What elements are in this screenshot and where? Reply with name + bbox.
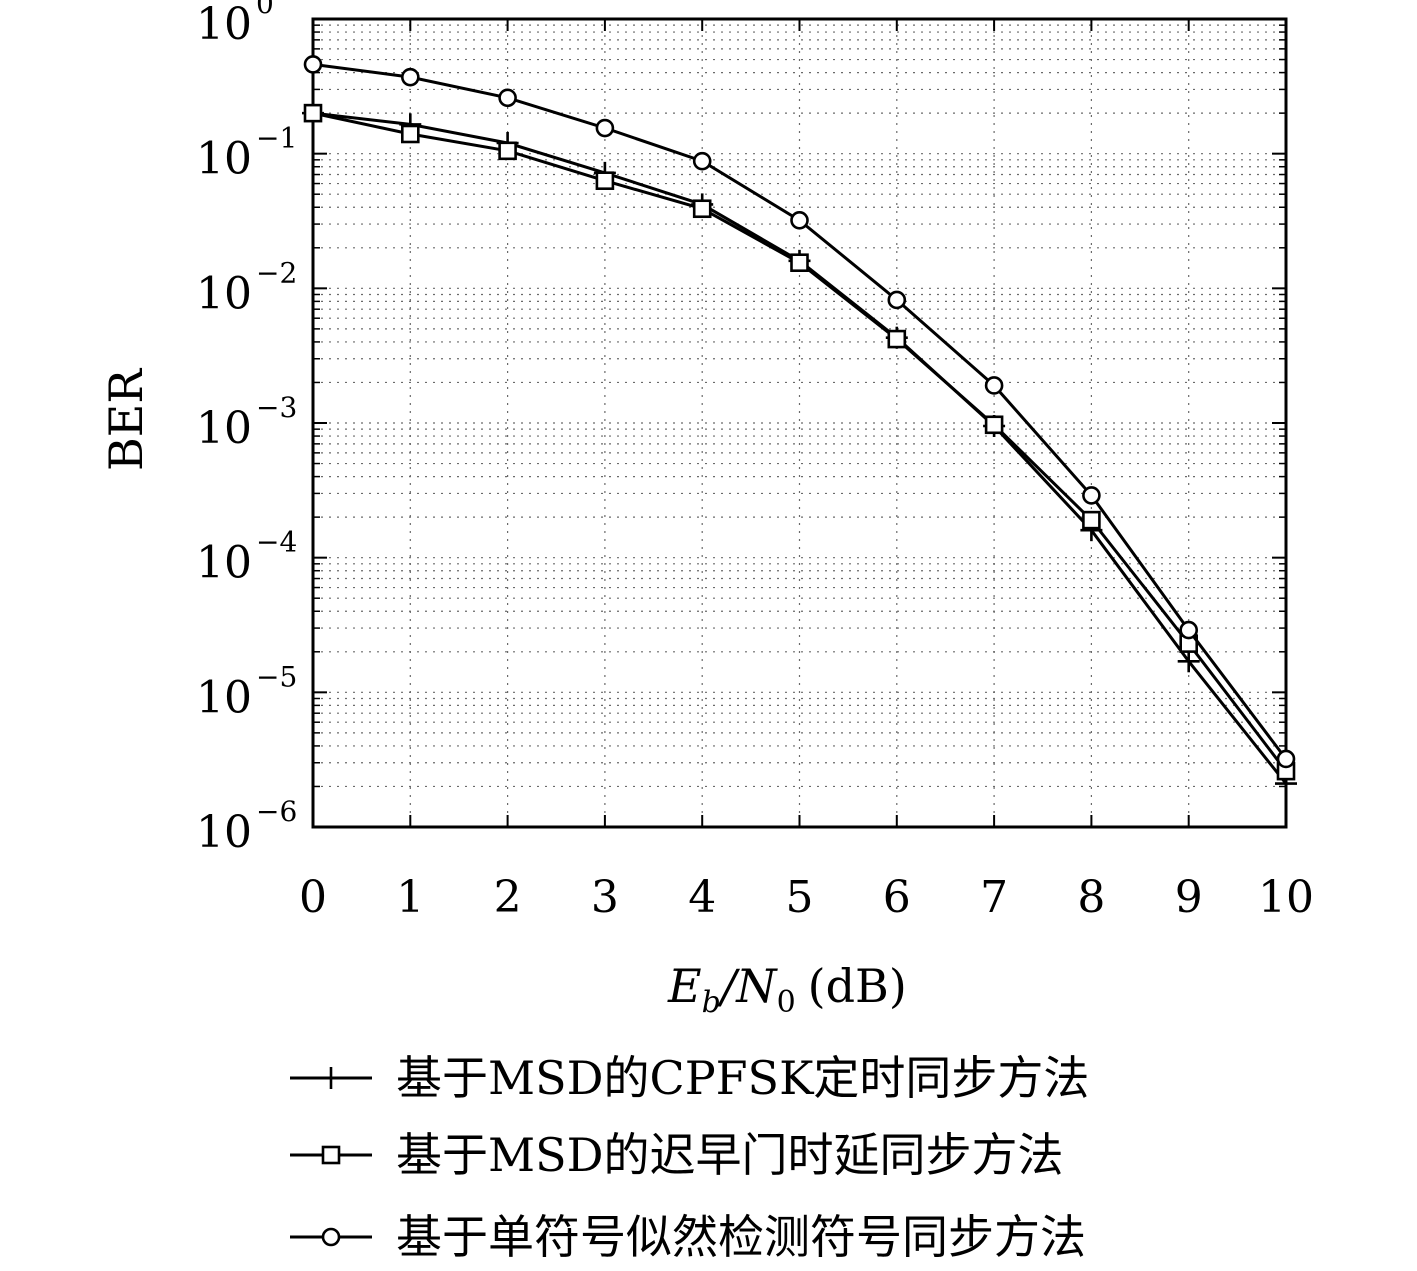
data-point-circle-0	[303, 55, 323, 74]
series-circle	[303, 55, 1296, 769]
y-tick-label-base-0: 10	[196, 0, 252, 50]
data-point-square-6	[887, 329, 907, 349]
legend-item-circle: 基于单符号似然检测符号同步方法	[290, 1210, 1086, 1264]
data-point-circle-3	[595, 118, 615, 138]
data-point-square-8	[1082, 510, 1101, 530]
x-tick-label-4: 4	[688, 872, 716, 923]
data-point-circle-6	[887, 290, 907, 310]
data-point-square-4	[692, 199, 712, 219]
x-tick-label-9: 9	[1175, 872, 1203, 923]
data-point-circle-1	[400, 67, 420, 87]
data-point-plus-9	[1177, 650, 1200, 673]
y-tick-label-base-2: 10	[196, 268, 252, 319]
x-tick-label-6: 6	[883, 872, 911, 923]
y-tick-label-base-1: 10	[196, 134, 252, 185]
legend-swatch-marker-circle	[321, 1227, 341, 1247]
x-tick-label-1: 1	[396, 872, 424, 923]
y-axis-title: BER	[99, 368, 153, 471]
legend-swatch-marker-plus	[320, 1067, 342, 1089]
y-tick-label-exp-3: −3	[256, 391, 297, 424]
legend-label-plus: 基于MSD的CPFSK定时同步方法	[396, 1051, 1089, 1105]
legend-label-circle: 基于单符号似然检测符号同步方法	[396, 1210, 1086, 1264]
x-tick-label-0: 0	[299, 872, 327, 923]
data-point-square-0	[303, 103, 323, 123]
data-point-square-3	[595, 171, 615, 190]
y-tick-label-base-5: 10	[196, 672, 252, 723]
y-tick-label-0: 10 0	[196, 0, 274, 50]
legend-swatch-marker-square	[321, 1145, 341, 1165]
data-point-circle-2	[498, 88, 517, 108]
grid-layer	[313, 19, 1286, 827]
y-tick-label-exp-4: −4	[256, 526, 297, 559]
data-point-circle-5	[790, 211, 809, 230]
y-tick-label-exp-1: −1	[256, 122, 297, 155]
x-axis-title-unit: (dB)	[808, 959, 907, 1013]
legend-item-plus: 基于MSD的CPFSK定时同步方法	[290, 1051, 1089, 1105]
y-tick-label-base-6: 10	[196, 807, 252, 858]
data-point-circle-4	[692, 151, 712, 171]
legend: 基于MSD的CPFSK定时同步方法基于MSD的迟早门时延同步方法基于单符号似然检…	[290, 1051, 1089, 1264]
y-tick-label-2: 10 −2	[196, 256, 297, 319]
data-point-circle-9	[1179, 620, 1198, 640]
series-square	[303, 103, 1296, 781]
x-axis-title: Eb/N0 (dB)	[667, 959, 907, 1020]
y-tick-label-1: 10 −1	[196, 122, 297, 185]
x-tick-label-7: 7	[980, 872, 1008, 923]
x-tick-label-8: 8	[1077, 872, 1105, 923]
series-plus	[302, 102, 1297, 795]
x-tick-label-10: 10	[1258, 872, 1314, 923]
data-point-square-2	[498, 141, 517, 161]
data-point-square-5	[790, 253, 809, 273]
x-axis-title-sub-b: b	[702, 985, 721, 1020]
y-tick-label-4: 10 −4	[196, 526, 297, 589]
y-tick-label-base-3: 10	[196, 403, 252, 454]
x-tick-label-3: 3	[591, 872, 619, 923]
x-axis-title-slash-n: /N	[717, 959, 778, 1013]
y-tick-label-exp-6: −6	[256, 795, 297, 828]
data-point-square-7	[984, 415, 1004, 435]
y-tick-label-6: 10 −6	[196, 795, 297, 858]
y-tick-label-exp-5: −5	[256, 660, 297, 693]
y-tick-label-3: 10 −3	[196, 391, 297, 454]
y-tick-label-5: 10 −5	[196, 660, 297, 723]
y-tick-label-exp-2: −2	[256, 256, 297, 289]
y-tick-label-exp-0: 0	[256, 0, 274, 20]
data-point-circle-8	[1082, 486, 1101, 505]
x-axis-title-sub-0: 0	[777, 985, 796, 1020]
svg-text:Eb/N0(dB): Eb/N0 (dB)	[667, 959, 907, 1020]
legend-label-square: 基于MSD的迟早门时延同步方法	[396, 1128, 1064, 1182]
legend-item-square: 基于MSD的迟早门时延同步方法	[290, 1128, 1064, 1182]
y-tick-label-base-4: 10	[196, 538, 252, 589]
x-tick-label-2: 2	[494, 872, 522, 923]
x-axis-title-e: E	[667, 959, 702, 1013]
data-point-circle-7	[984, 376, 1004, 395]
series-layer	[302, 55, 1297, 795]
x-tick-label-5: 5	[786, 872, 814, 923]
data-point-circle-10	[1276, 749, 1296, 769]
data-point-square-1	[400, 124, 420, 144]
